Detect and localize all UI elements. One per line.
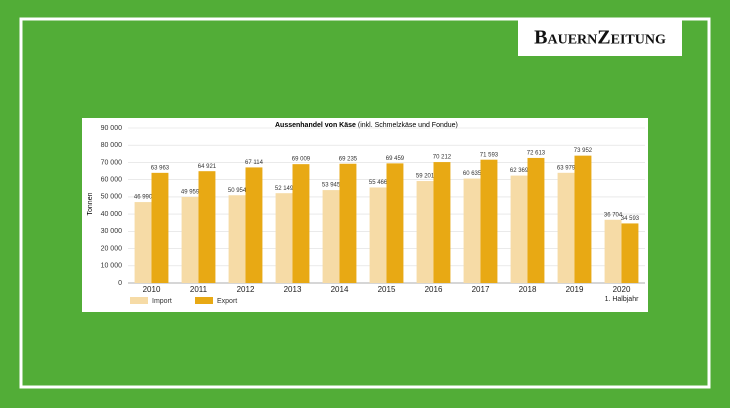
bar xyxy=(292,164,310,283)
bar xyxy=(322,190,340,283)
value-label: 50 954 xyxy=(228,188,247,194)
value-label: 60 635 xyxy=(463,171,482,177)
subtitle: (inkl. Schmelzkäse und Fondue) xyxy=(358,122,458,129)
value-label: 62 369 xyxy=(510,168,529,174)
legend-label: Import xyxy=(152,298,172,305)
y-tick-label: 60 000 xyxy=(101,177,123,184)
x-tick-label: 2010 xyxy=(143,285,161,294)
bar xyxy=(604,219,622,283)
legend-label: Export xyxy=(217,298,237,305)
bar xyxy=(433,162,451,283)
y-tick-label: 40 000 xyxy=(101,211,123,218)
bar xyxy=(198,171,216,283)
x-tick-label: 2019 xyxy=(566,285,584,294)
chart-title: Aussenhandel von Käse (inkl. Schmelzkäse… xyxy=(275,122,458,129)
y-tick-label: 50 000 xyxy=(101,194,123,201)
title: Aussenhandel von Käse xyxy=(275,122,356,129)
y-tick-label: 20 000 xyxy=(101,245,123,252)
frame xyxy=(19,17,711,389)
bar xyxy=(369,187,387,283)
value-label: 55 466 xyxy=(369,180,388,186)
x-tick-label: 2011 xyxy=(190,285,208,294)
value-label: 34 593 xyxy=(621,216,640,222)
bar xyxy=(245,167,263,283)
bar xyxy=(228,195,246,283)
bar xyxy=(527,157,545,283)
bar xyxy=(181,196,199,283)
y-tick-label: 90 000 xyxy=(101,125,123,132)
x-tick-note: 1. Halbjahr xyxy=(605,296,640,303)
value-label: 67 114 xyxy=(245,160,264,166)
bar xyxy=(510,175,528,283)
legend-swatch xyxy=(130,297,148,304)
value-label: 64 921 xyxy=(198,164,217,170)
x-tick-label: 2020 xyxy=(613,285,631,294)
bar xyxy=(275,193,293,283)
x-tick-label: 2014 xyxy=(331,285,349,294)
value-label: 53 945 xyxy=(322,183,341,189)
x-tick-label: 2016 xyxy=(425,285,443,294)
y-tick-label: 10 000 xyxy=(101,263,123,270)
y-axis-label: Tonnen xyxy=(87,192,94,215)
value-label: 63 979 xyxy=(557,165,576,171)
x-tick-label: 2018 xyxy=(519,285,537,294)
x-tick-label: 2012 xyxy=(237,285,255,294)
legend-swatch xyxy=(195,297,213,304)
value-label: 69 235 xyxy=(339,156,358,162)
bar xyxy=(557,172,575,283)
value-label: 49 959 xyxy=(181,190,200,196)
value-label: 69 459 xyxy=(386,156,405,162)
value-label: 70 212 xyxy=(433,155,452,161)
logo-box xyxy=(518,20,682,56)
bar xyxy=(134,202,152,283)
y-tick-label: 30 000 xyxy=(101,228,123,235)
chart: Aussenhandel von Käse (inkl. Schmelzkäse… xyxy=(87,122,645,305)
bar xyxy=(386,163,404,283)
bar xyxy=(621,223,639,283)
x-tick-label: 2013 xyxy=(284,285,302,294)
value-label: 69 009 xyxy=(292,157,311,163)
value-label: 59 201 xyxy=(416,174,435,180)
value-label: 46 990 xyxy=(134,195,153,201)
y-tick-label: 0 xyxy=(118,280,122,287)
value-label: 72 613 xyxy=(527,151,546,157)
value-label: 52 149 xyxy=(275,186,294,192)
value-label: 73 952 xyxy=(574,148,593,154)
bar xyxy=(463,178,481,283)
logo: BauernZeitung xyxy=(534,27,666,49)
bar xyxy=(480,159,498,283)
y-tick-label: 80 000 xyxy=(101,142,123,149)
bar xyxy=(339,163,357,283)
value-label: 63 963 xyxy=(151,165,170,171)
y-tick-label: 70 000 xyxy=(101,159,123,166)
value-label: 36 704 xyxy=(604,212,623,218)
bar xyxy=(151,172,169,283)
chart-area xyxy=(82,118,648,312)
bar xyxy=(574,155,592,283)
value-label: 71 593 xyxy=(480,152,499,158)
bar xyxy=(416,181,434,283)
x-tick-label: 2017 xyxy=(472,285,490,294)
x-tick-label: 2015 xyxy=(378,285,396,294)
